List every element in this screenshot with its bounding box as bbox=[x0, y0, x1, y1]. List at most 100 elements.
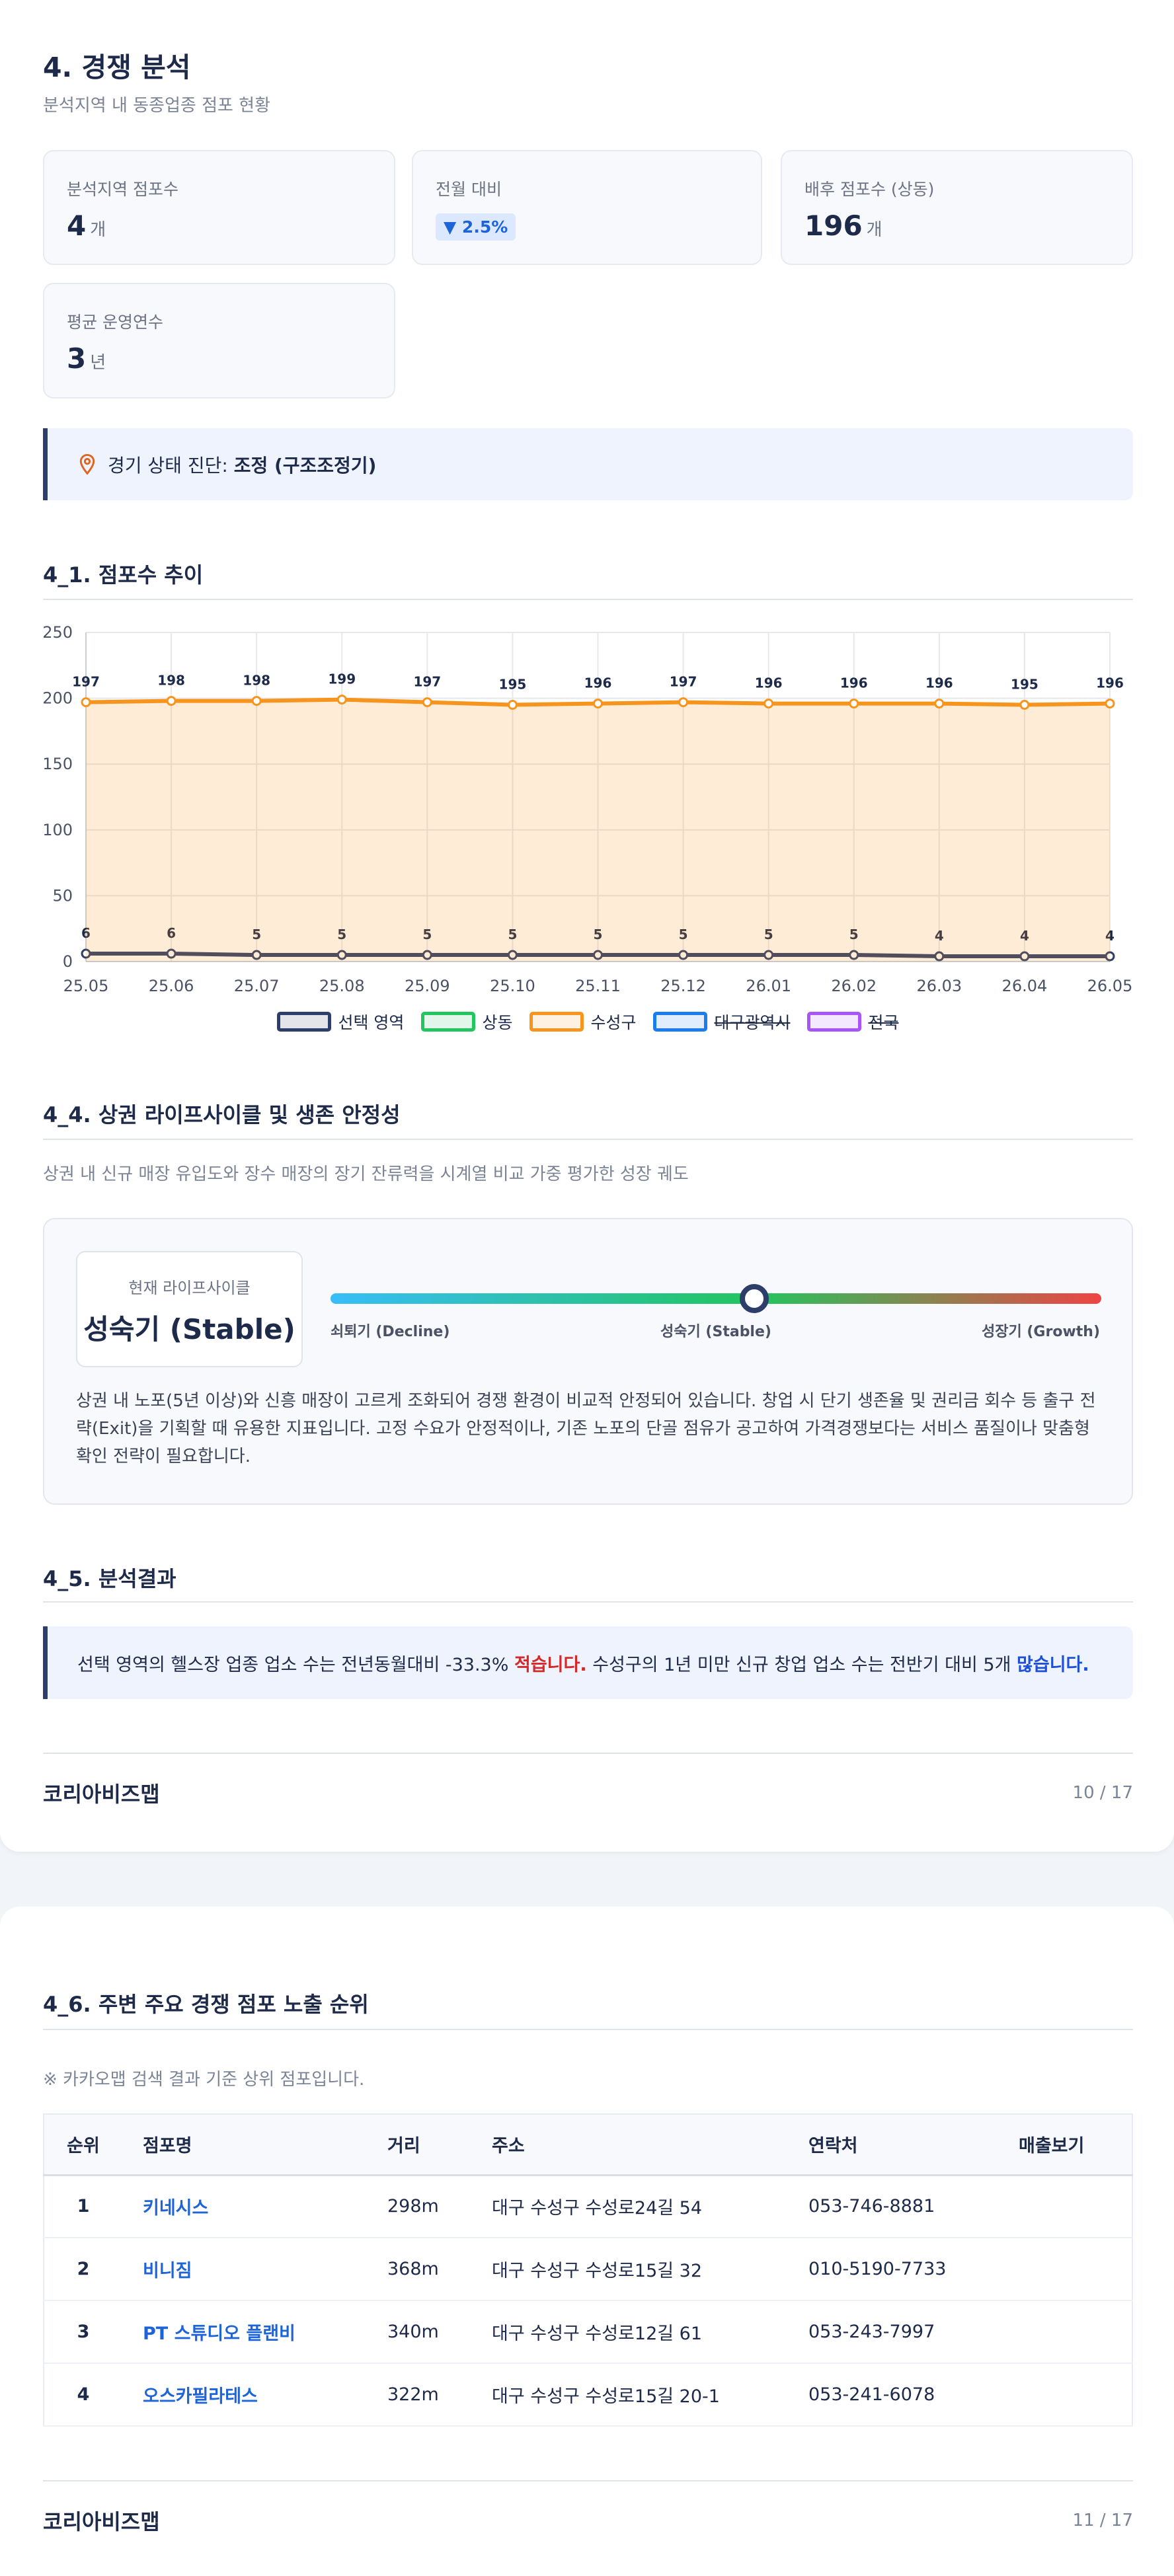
result-text: 많습니다. bbox=[1017, 1654, 1089, 1675]
scale-label: 쇠퇴기 (Decline) bbox=[331, 1324, 450, 1340]
cell bbox=[999, 2238, 1132, 2301]
area bbox=[86, 699, 1110, 962]
legend-label: 선택 영역 bbox=[338, 1013, 405, 1032]
cell: 3 bbox=[44, 2300, 123, 2364]
x-tick-label: 26.05 bbox=[1087, 977, 1133, 995]
y-tick-label: 200 bbox=[42, 689, 73, 708]
cell: 대구 수성구 수성로15길 32 bbox=[472, 2238, 789, 2301]
legend-item: 전국 bbox=[807, 1010, 899, 1034]
cell: 053-241-6078 bbox=[789, 2363, 999, 2427]
divider bbox=[43, 2029, 1133, 2030]
column-header: 점포명 bbox=[123, 2114, 368, 2176]
column-header: 순위 bbox=[44, 2114, 123, 2176]
section-title: 4_5. 분석결과 bbox=[43, 1566, 176, 1591]
table-row: 4 오스카필라테스 322m 대구 수성구 수성로15길 20-1 053-241-60… bbox=[44, 2363, 1132, 2427]
legend-swatch bbox=[277, 1012, 332, 1032]
point bbox=[1019, 951, 1030, 962]
divider bbox=[43, 2480, 1133, 2481]
store-name: PT 스튜디오 플랜비 bbox=[123, 2300, 368, 2364]
result-text: 수성구의 1년 미만 신규 창업 업소 수는 전반기 대비 5개 bbox=[586, 1654, 1017, 1675]
legend-label: 대구광역시 bbox=[714, 1013, 791, 1032]
legend-swatch bbox=[529, 1012, 584, 1032]
x-tick-label: 26.03 bbox=[916, 977, 962, 995]
point bbox=[1105, 951, 1115, 962]
cell bbox=[999, 2175, 1132, 2238]
legend-item: 선택 영역 bbox=[277, 1010, 404, 1034]
stat-value: 196 개 bbox=[804, 209, 882, 242]
legend-swatch bbox=[653, 1012, 708, 1032]
value: 196 bbox=[804, 209, 863, 242]
point bbox=[81, 948, 91, 959]
lifecycle-card: 현재 라이프사이클 성숙기 (Stable) bbox=[76, 1251, 303, 1367]
x-tick-label: 26.01 bbox=[746, 977, 791, 995]
legend-swatch bbox=[421, 1012, 476, 1032]
data-label: 197 bbox=[670, 674, 697, 690]
cell: 368m bbox=[368, 2238, 472, 2301]
point bbox=[336, 950, 347, 960]
divider bbox=[43, 1139, 1133, 1140]
data-label: 195 bbox=[1011, 677, 1038, 693]
point bbox=[81, 697, 91, 708]
stat-label: 전월 대비 bbox=[436, 180, 502, 199]
point bbox=[1019, 700, 1030, 710]
footer: 코리아비즈맵 10 / 17 bbox=[43, 1778, 1133, 1808]
x-tick-label: 26.04 bbox=[1002, 977, 1048, 995]
column-header: 거리 bbox=[368, 2114, 472, 2176]
point bbox=[763, 699, 774, 709]
legend-item: 상동 bbox=[421, 1010, 512, 1034]
data-label: 199 bbox=[328, 671, 356, 687]
data-label: 198 bbox=[243, 673, 270, 689]
section-title: 4_4. 상권 라이프사이클 및 생존 안정성 bbox=[43, 1102, 401, 1127]
brand: 코리아비즈맵 bbox=[43, 2509, 160, 2534]
x-tick-label: 25.12 bbox=[660, 977, 706, 995]
y-tick-label: 150 bbox=[42, 755, 73, 773]
footer: 코리아비즈맵 11 / 17 bbox=[43, 2505, 1133, 2536]
legend: 선택 영역 상동 수성구 대구광역시 전국 bbox=[43, 1010, 1133, 1034]
cell: 053-243-7997 bbox=[789, 2300, 999, 2364]
cell: 대구 수성구 수성로12길 61 bbox=[472, 2300, 789, 2364]
cell bbox=[999, 2363, 1132, 2427]
stat-card: 전월 대비 ▼ 2.5% bbox=[412, 150, 762, 265]
section-title: 4_6. 주변 주요 경쟁 점포 노출 순위 bbox=[43, 1992, 369, 2017]
y-tick-label: 250 bbox=[42, 623, 73, 642]
point bbox=[507, 950, 518, 960]
lifecycle-track bbox=[331, 1284, 1101, 1313]
scale-label: 성장기 (Growth) bbox=[981, 1324, 1100, 1340]
data-label: 6 bbox=[81, 925, 91, 941]
page-number: 11 / 17 bbox=[1072, 2511, 1133, 2530]
data-label: 196 bbox=[840, 675, 868, 691]
brand: 코리아비즈맵 bbox=[43, 1782, 160, 1807]
column-header: 매출보기 bbox=[999, 2114, 1132, 2176]
point bbox=[1105, 699, 1115, 709]
legend-label: 수성구 bbox=[590, 1013, 637, 1032]
point bbox=[166, 948, 176, 959]
stat-card: 배후 점포수 (상동) 196 개 bbox=[781, 150, 1133, 265]
section-subtitle: 상권 내 신규 매장 유입도와 장수 매장의 장기 잔류력을 시계열 비교 가중… bbox=[43, 1164, 689, 1184]
line-chart: 0 50 100 150 200 250 25.05 25.06 25.07 25.08 25.09… bbox=[42, 623, 1133, 995]
data-label: 4 bbox=[1020, 928, 1029, 944]
cell: 대구 수성구 수성로15길 20-1 bbox=[472, 2363, 789, 2427]
cell: 340m bbox=[368, 2300, 472, 2364]
result-text: 적습니다. bbox=[514, 1654, 587, 1675]
x-tick-label: 25.11 bbox=[575, 977, 621, 995]
lifecycle-stage: 성숙기 (Stable) bbox=[83, 1313, 295, 1345]
stat-label: 배후 점포수 (상동) bbox=[804, 180, 935, 199]
data-label: 5 bbox=[594, 927, 603, 942]
legend-label: 전국 bbox=[868, 1013, 899, 1032]
legend-item: 수성구 bbox=[529, 1010, 636, 1034]
data-label: 6 bbox=[167, 925, 176, 941]
legend-item: 대구광역시 bbox=[653, 1010, 790, 1034]
x-tick-label: 25.10 bbox=[490, 977, 535, 995]
legend-swatch bbox=[807, 1012, 862, 1032]
column-header: 연락처 bbox=[789, 2114, 999, 2176]
data-label: 5 bbox=[337, 927, 346, 942]
header-row: 순위 점포명 거리 주소 연락처 매출보기 bbox=[44, 2114, 1132, 2176]
column-header: 주소 bbox=[472, 2114, 789, 2176]
data-label: 198 bbox=[157, 673, 185, 689]
point bbox=[251, 950, 262, 960]
divider bbox=[43, 599, 1133, 600]
point bbox=[678, 697, 689, 708]
